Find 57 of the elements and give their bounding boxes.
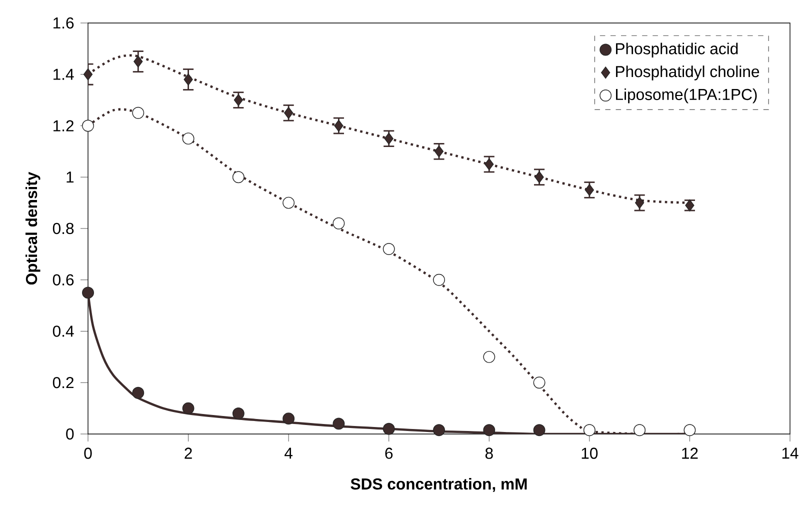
point bbox=[382, 243, 395, 256]
y-tick-label: 0.2 bbox=[52, 377, 74, 388]
point bbox=[483, 350, 496, 363]
point bbox=[634, 424, 646, 436]
legend-label: Phosphatidyl choline bbox=[616, 66, 760, 80]
point bbox=[384, 132, 394, 145]
point bbox=[332, 418, 345, 430]
point bbox=[184, 74, 193, 86]
point bbox=[484, 158, 494, 170]
x-tick-label: 14 bbox=[782, 448, 798, 459]
x-tick-label: 4 bbox=[284, 448, 293, 459]
legend-label: Phosphatidic acid bbox=[616, 42, 738, 58]
point bbox=[483, 424, 496, 436]
point bbox=[334, 120, 344, 132]
y-tick-label: 0.4 bbox=[52, 326, 74, 337]
y-tick-label: 1.4 bbox=[54, 68, 74, 80]
x-tick-label: 6 bbox=[385, 448, 393, 459]
point bbox=[132, 106, 144, 119]
x-tick-label: 12 bbox=[682, 448, 698, 459]
point bbox=[182, 132, 194, 145]
point bbox=[533, 424, 546, 436]
x-tick-label: 8 bbox=[485, 448, 493, 459]
point bbox=[232, 407, 244, 420]
point bbox=[635, 196, 644, 209]
point bbox=[282, 412, 295, 425]
point bbox=[533, 376, 546, 389]
legend-label: Liposome(1PA:1PC) bbox=[616, 88, 757, 104]
y-tick-label: 1.6 bbox=[54, 17, 74, 29]
y-tick-label: 1 bbox=[66, 172, 74, 183]
point bbox=[382, 422, 395, 435]
point bbox=[232, 171, 244, 184]
point bbox=[284, 106, 294, 119]
point bbox=[583, 424, 596, 436]
x-tick-label: 2 bbox=[184, 448, 192, 459]
point bbox=[132, 386, 144, 399]
point bbox=[83, 68, 93, 80]
point bbox=[82, 120, 94, 132]
x-tick-label: 10 bbox=[582, 448, 598, 459]
point bbox=[282, 196, 295, 209]
point bbox=[332, 217, 345, 230]
point bbox=[182, 402, 194, 414]
point bbox=[134, 56, 143, 68]
point bbox=[82, 286, 94, 299]
y-tick-label: 0 bbox=[66, 428, 74, 440]
point bbox=[584, 184, 594, 196]
point bbox=[434, 145, 444, 158]
x-tick-label: 0 bbox=[84, 448, 92, 459]
point bbox=[433, 424, 445, 436]
y-axis-title: Optical density bbox=[26, 172, 40, 285]
y-tick-label: 0.6 bbox=[52, 274, 74, 286]
point bbox=[234, 94, 244, 106]
y-tick-label: 1.2 bbox=[54, 120, 74, 132]
x-axis-title: SDS concentration, mM bbox=[350, 478, 527, 492]
point bbox=[433, 274, 445, 286]
point bbox=[684, 424, 696, 436]
point bbox=[534, 171, 544, 184]
y-tick-label: 0.8 bbox=[52, 222, 74, 234]
